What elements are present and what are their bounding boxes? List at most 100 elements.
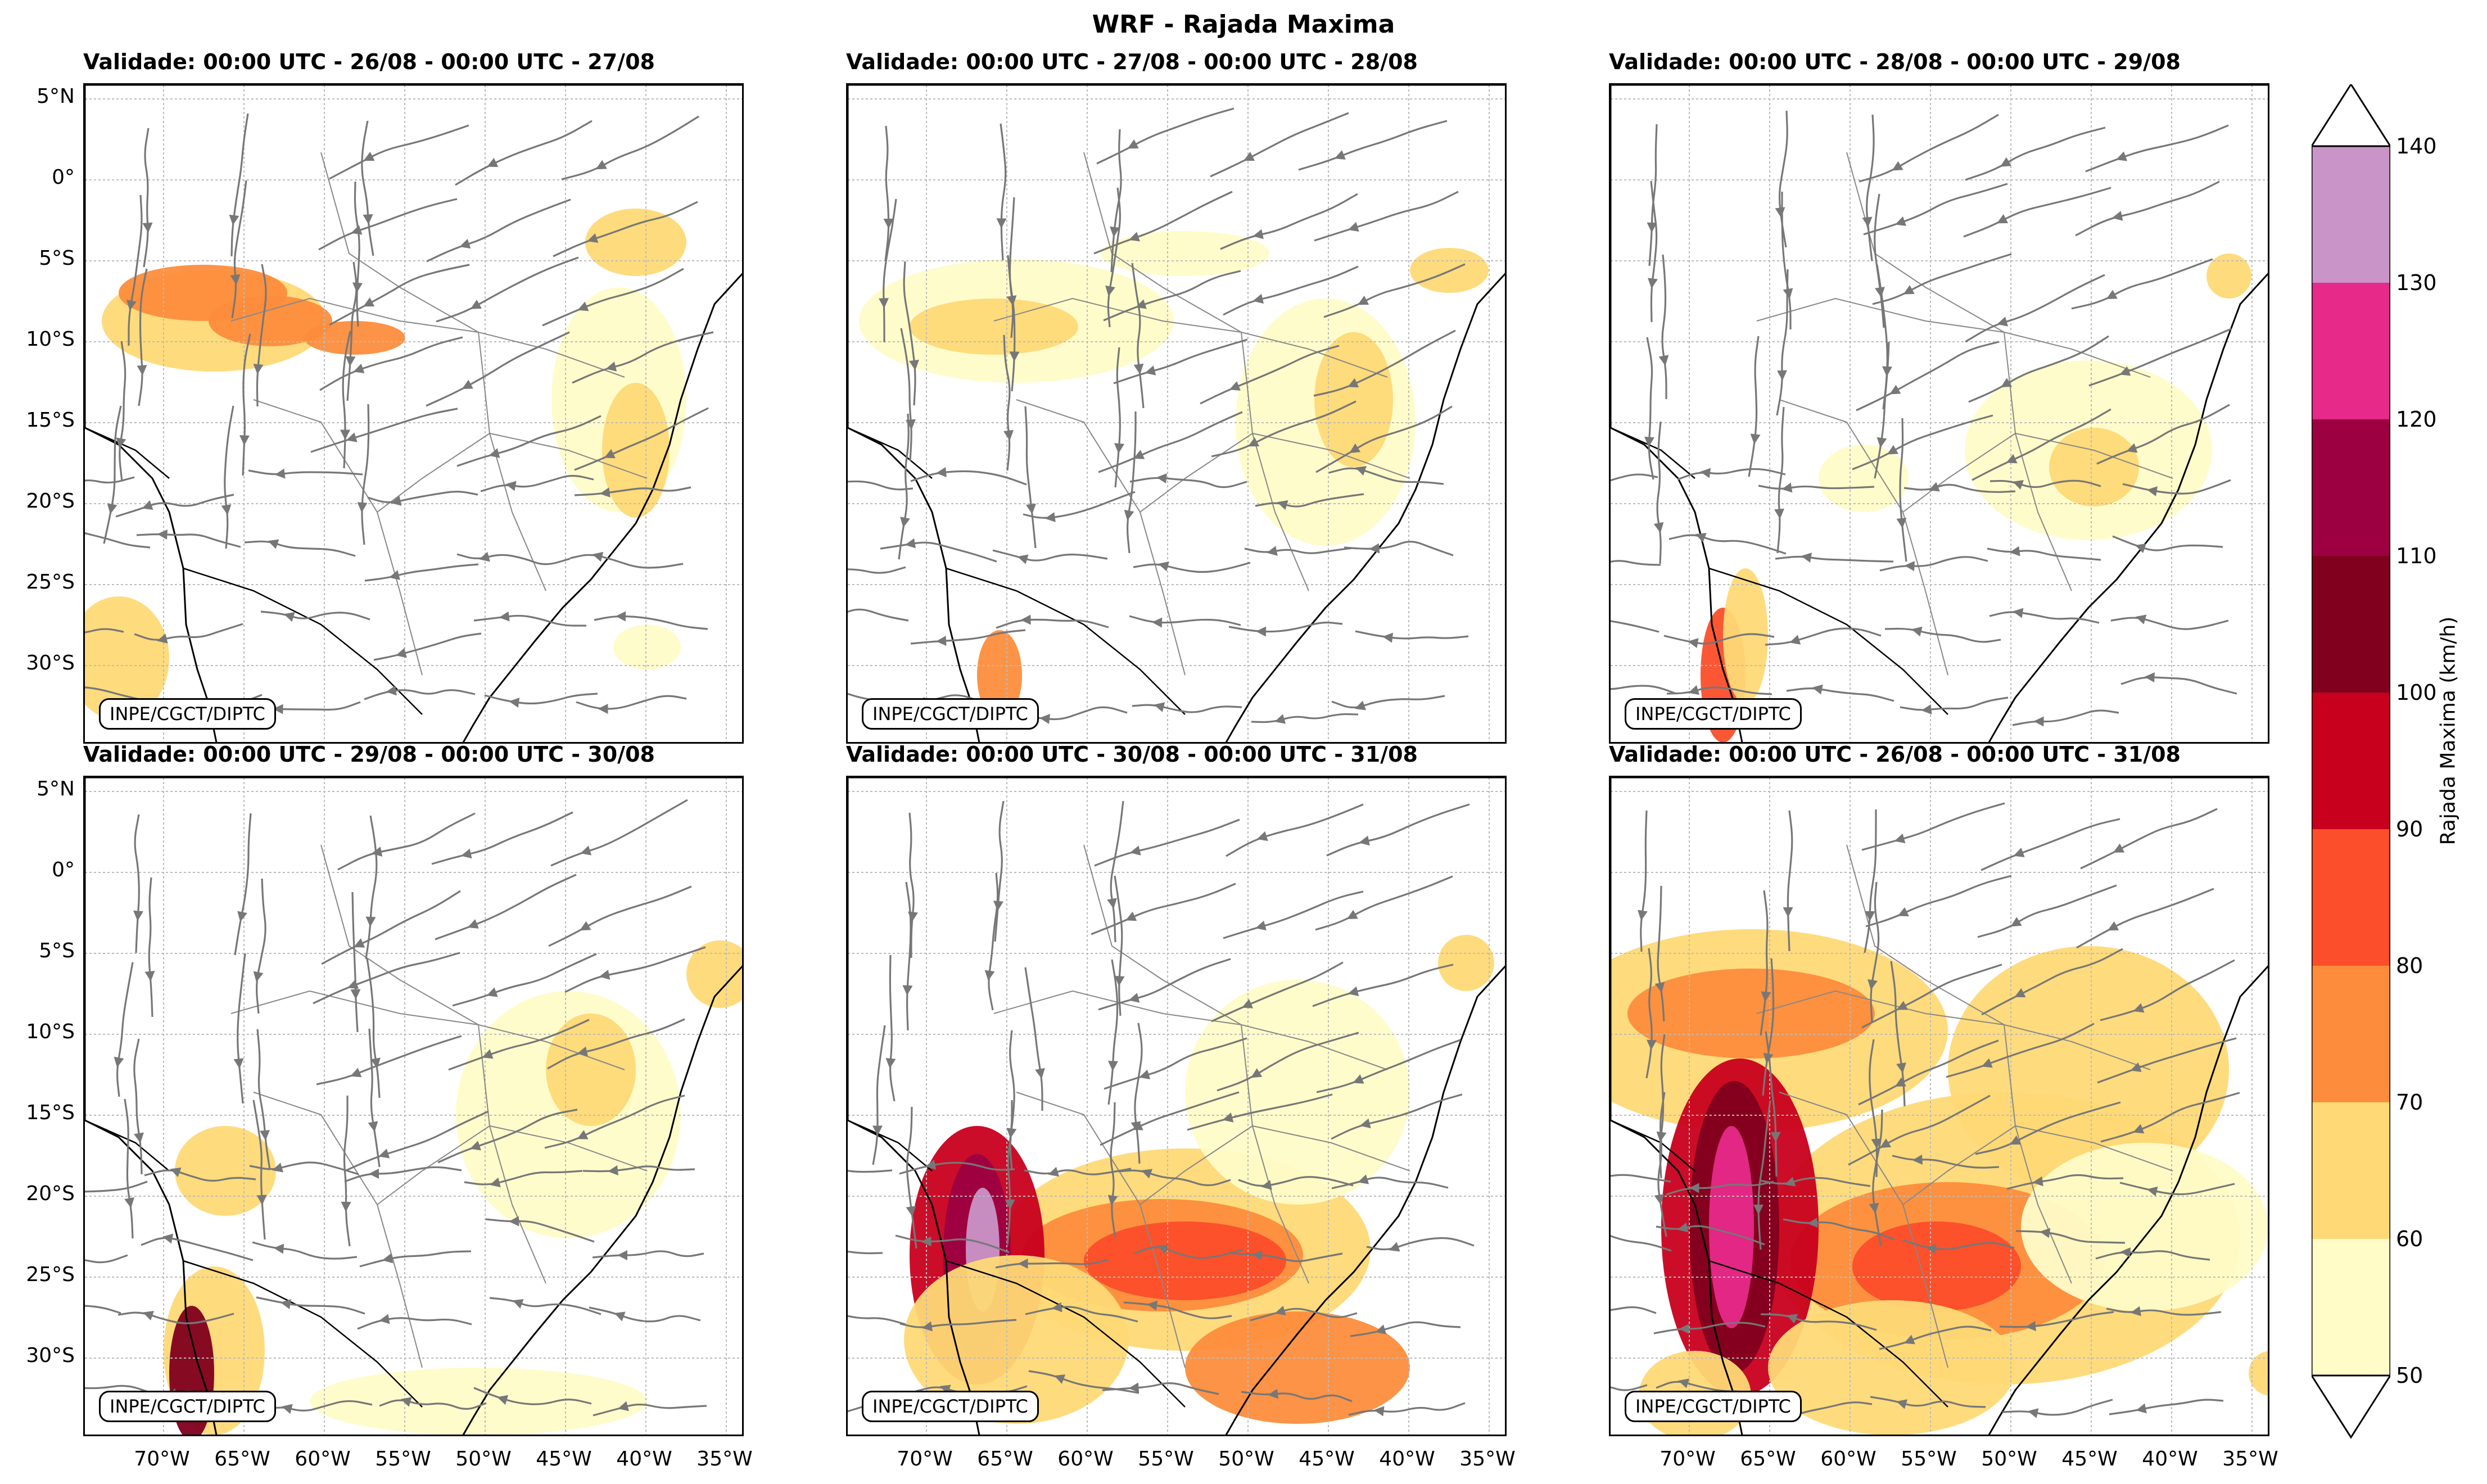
streamline-arrow xyxy=(469,1141,481,1151)
streamline-arrow xyxy=(1373,1406,1385,1417)
streamline-arrow xyxy=(2009,546,2020,556)
streamline-arrow xyxy=(126,300,137,311)
streamline-arrow xyxy=(592,551,604,562)
streamline xyxy=(256,1296,365,1315)
streamline xyxy=(1778,110,1788,248)
gust-area xyxy=(209,296,332,346)
streamline-arrow xyxy=(1763,1052,1774,1064)
streamline xyxy=(1220,193,1358,250)
streamline xyxy=(85,628,124,634)
streamline-arrow xyxy=(459,238,471,249)
streamline xyxy=(364,689,476,700)
streamline xyxy=(899,1319,1017,1328)
colorbar-segment xyxy=(2312,419,2390,556)
lon-tick-label: 50°W xyxy=(455,1447,512,1471)
streamline xyxy=(988,872,999,1011)
map-canvas-2 xyxy=(848,85,1505,742)
colorbar-frame xyxy=(2312,145,2390,1377)
streamlines xyxy=(1611,110,2237,727)
streamline-arrow xyxy=(2133,1124,2145,1134)
streamline xyxy=(1328,467,1444,485)
streamline xyxy=(1312,963,1454,1007)
streamline-arrow xyxy=(1653,522,1664,533)
coastline xyxy=(1611,777,2268,1435)
streamline-arrow xyxy=(1688,638,1699,648)
lat-tick-label: 25°S xyxy=(26,1263,75,1286)
lon-tick-label: 40°W xyxy=(2142,1447,2198,1471)
streamline xyxy=(1187,1093,1333,1131)
streamline xyxy=(1107,187,1121,328)
streamline xyxy=(248,469,363,476)
streamline xyxy=(1899,418,1907,562)
streamline-arrow xyxy=(351,225,363,235)
state-borders xyxy=(1756,152,2173,676)
lon-tick-label: 35°W xyxy=(697,1447,753,1471)
streamline-arrow xyxy=(497,1395,509,1405)
streamline xyxy=(899,1161,1015,1175)
streamline xyxy=(134,814,140,953)
streamline xyxy=(1872,253,2012,305)
streamline-arrow xyxy=(2010,917,2022,927)
gust-field xyxy=(85,209,686,720)
streamline-arrow xyxy=(1277,500,1288,510)
streamline xyxy=(148,877,153,1017)
streamline-arrow xyxy=(604,449,616,459)
streamline-arrow xyxy=(1158,561,1169,572)
streamline-arrow xyxy=(378,1148,390,1159)
state-borders xyxy=(993,152,1410,676)
lon-tick-label: 60°W xyxy=(1057,1447,1114,1471)
streamline-arrow xyxy=(618,1401,629,1411)
streamline-arrow xyxy=(1256,626,1267,637)
streamline xyxy=(589,1306,701,1323)
map-panel-2: INPE/CGCT/DIPTC xyxy=(846,83,1507,744)
streamline-arrow xyxy=(237,911,247,922)
streamlines xyxy=(848,800,1475,1417)
gust-field xyxy=(1611,929,2268,1435)
streamline xyxy=(1134,1246,1244,1259)
streamline xyxy=(1971,408,2111,481)
streamline xyxy=(244,540,356,557)
streamline xyxy=(456,415,602,467)
streamline-arrow xyxy=(1133,450,1145,459)
map-canvas-4 xyxy=(85,777,742,1435)
streamline-arrow xyxy=(350,989,361,999)
streamline-arrow xyxy=(1110,226,1120,237)
lon-tick-label: 60°W xyxy=(295,1447,351,1471)
streamline xyxy=(2085,124,2229,173)
streamline xyxy=(143,128,150,268)
streamline xyxy=(2012,709,2119,726)
streamline-arrow xyxy=(1054,1374,1066,1384)
streamline xyxy=(1874,341,1890,479)
streamline-arrow xyxy=(1889,384,1901,395)
streamline-arrow xyxy=(1700,468,1711,478)
streamline xyxy=(900,328,912,462)
streamline xyxy=(2002,1399,2113,1416)
streamline xyxy=(1653,1322,1766,1334)
streamline xyxy=(1859,114,1999,183)
streamline xyxy=(1241,1391,1353,1402)
streamline xyxy=(133,1038,143,1175)
streamline-arrow xyxy=(909,359,919,370)
streamline xyxy=(379,1399,487,1410)
streamline xyxy=(117,1311,234,1324)
streamline-arrow xyxy=(274,468,286,479)
credit-badge-6: INPE/CGCT/DIPTC xyxy=(1625,1391,1802,1422)
streamline-arrow xyxy=(1896,1062,1906,1074)
streamline xyxy=(361,404,370,545)
gust-area xyxy=(1084,1221,1286,1300)
streamline xyxy=(1313,329,1456,397)
gust-field xyxy=(1701,254,2251,742)
colorbar-segment xyxy=(2312,829,2390,966)
streamline-arrow xyxy=(885,1058,896,1069)
streamline xyxy=(1331,1093,1463,1140)
streamline xyxy=(1200,345,1340,405)
streamline-arrow xyxy=(1389,1242,1400,1252)
streamline xyxy=(426,198,571,263)
streamline-arrow xyxy=(1009,351,1020,362)
streamline-arrow xyxy=(489,448,500,458)
streamline xyxy=(2112,535,2223,551)
streamline-arrow xyxy=(371,847,383,857)
streamline-arrow xyxy=(1812,684,1823,695)
streamline xyxy=(1003,334,1011,471)
map-panel-5: INPE/CGCT/DIPTC xyxy=(846,776,1507,1436)
